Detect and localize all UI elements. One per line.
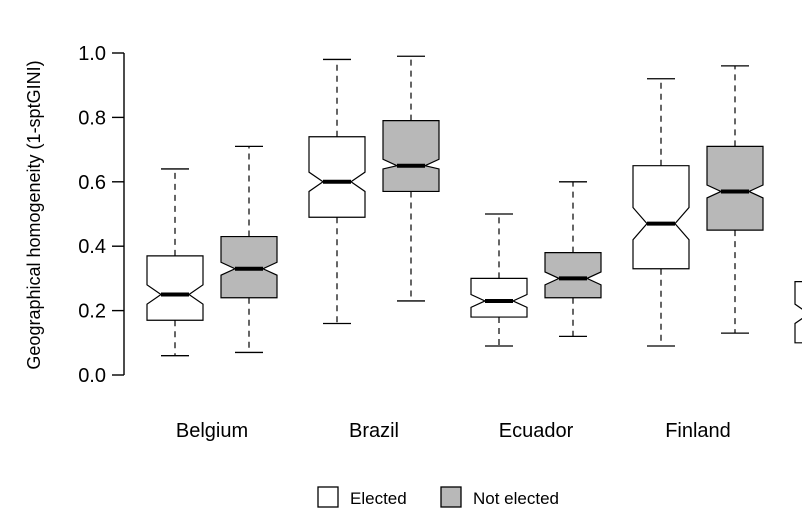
y-tick-label: 0.4 bbox=[78, 236, 106, 258]
box-latvia-elected bbox=[794, 281, 802, 344]
box-ecuador-not-elected bbox=[544, 181, 602, 338]
legend-swatch bbox=[317, 486, 339, 508]
y-tick-label: 0.0 bbox=[78, 365, 106, 387]
legend-item: Not elected bbox=[440, 486, 559, 508]
box-body bbox=[632, 165, 690, 270]
box-finland-elected bbox=[632, 78, 690, 347]
box-finland-not-elected bbox=[706, 65, 764, 334]
legend-label: Elected bbox=[350, 489, 407, 508]
box-belgium-not-elected bbox=[220, 145, 278, 354]
legend-swatch bbox=[440, 486, 462, 508]
y-tick-label: 0.6 bbox=[78, 172, 106, 194]
box-brazil-elected bbox=[308, 58, 366, 325]
box-body bbox=[382, 120, 440, 193]
box-body bbox=[794, 281, 802, 344]
legend: Elected Not elected bbox=[317, 486, 559, 508]
boxes-layer bbox=[146, 55, 802, 357]
y-tick-label: 0.2 bbox=[78, 301, 106, 323]
box-brazil-not-elected bbox=[382, 55, 440, 302]
y-tick-label: 1.0 bbox=[78, 43, 106, 65]
legend-label: Not elected bbox=[473, 489, 559, 508]
x-tick-label: Brazil bbox=[349, 420, 399, 442]
legend-item: Elected bbox=[317, 486, 407, 508]
y-axis-label: Geographical homogeneity (1-sptGINI) bbox=[24, 60, 44, 369]
x-axis-labels: BelgiumBrazilEcuadorFinlandLatvia bbox=[176, 420, 731, 442]
box-body bbox=[544, 252, 602, 299]
x-tick-label: Ecuador bbox=[499, 420, 574, 442]
y-tick-label: 0.8 bbox=[78, 107, 106, 129]
box-belgium-elected bbox=[146, 168, 204, 357]
box-body bbox=[308, 136, 366, 218]
box-ecuador-elected bbox=[470, 213, 528, 347]
x-tick-label: Belgium bbox=[176, 420, 248, 442]
box-body bbox=[470, 277, 528, 318]
x-tick-label: Finland bbox=[665, 420, 731, 442]
box-body bbox=[146, 255, 204, 321]
y-axis: 0.0 0.2 0.4 0.6 0.8 1.0 bbox=[78, 43, 125, 387]
box-body bbox=[706, 145, 764, 231]
